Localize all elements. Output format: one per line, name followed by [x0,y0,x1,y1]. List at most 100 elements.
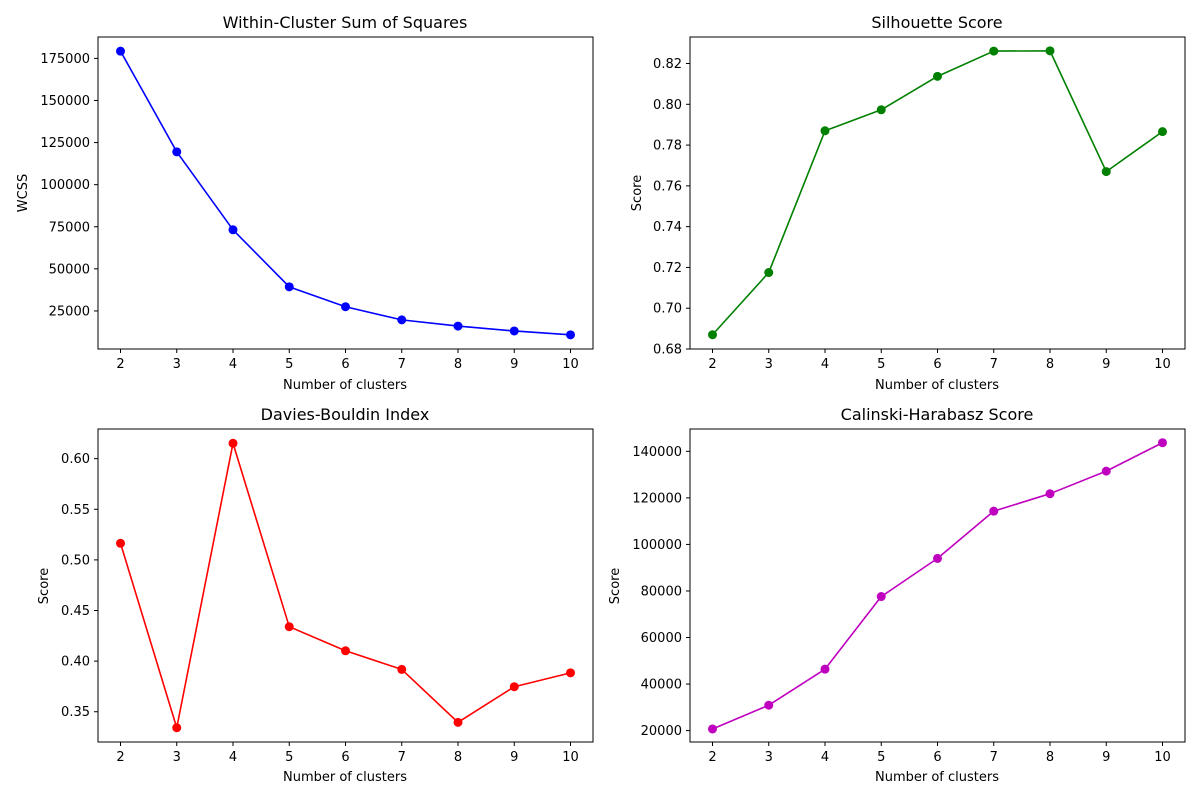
data-point [397,664,407,674]
y-tick-label: 25000 [49,304,90,319]
data-point [1045,46,1055,56]
x-tick-label: 7 [990,357,998,372]
data-point [989,46,999,56]
y-tick-label: 0.76 [653,179,682,194]
x-tick-label: 5 [285,357,293,372]
y-tick-label: 0.82 [653,57,682,72]
y-axis-label: Score [608,568,623,604]
x-axis-label: Number of clusters [875,770,999,785]
x-tick-label: 7 [398,750,406,765]
data-point [1045,489,1055,499]
data-point [116,46,125,56]
data-point [820,664,830,674]
subplot-silhouette: Silhouette Score Number of clusters Scor… [630,13,1186,393]
subplot-davies-bouldin: Davies-Bouldin Index Number of clusters … [37,405,594,785]
chart-title: Calinski-Harabasz Score [841,405,1034,424]
x-tick-label: 3 [765,750,773,765]
x-tick-label: 2 [708,357,716,372]
x-tick-label: 6 [341,750,349,765]
x-tick-label: 4 [229,357,237,372]
x-tick-label: 4 [821,357,829,372]
axes-frame [97,428,594,743]
data-point [764,700,774,710]
y-tick-label: 0.80 [653,98,682,113]
data-point [566,330,575,340]
y-tick-label: 0.45 [61,604,90,619]
data-point [341,646,350,656]
y-tick-label: 100000 [40,178,90,193]
subplot-calinski-harabasz: Calinski-Harabasz Score Number of cluste… [608,405,1186,785]
y-tick-label: 0.35 [61,705,90,720]
data-point [284,622,294,632]
x-axis-label: Number of clusters [875,378,999,393]
x-tick-label: 9 [510,357,518,372]
y-tick-label: 50000 [49,262,90,277]
y-tick-label: 175000 [40,52,90,67]
x-tick-label: 6 [933,357,941,372]
y-tick-label: 0.72 [653,261,682,276]
data-point [708,330,717,340]
data-point [453,717,463,727]
y-axis-label: WCSS [16,174,31,212]
chart-title: Silhouette Score [871,13,1002,32]
data-point [708,724,717,734]
x-tick-label: 5 [285,750,293,765]
x-tick-label: 5 [877,750,885,765]
x-tick-label: 4 [821,750,829,765]
y-tick-label: 0.60 [61,452,90,467]
x-tick-label: 10 [562,357,579,372]
plot-area: 2 3 4 5 6 7 8 9 10 20000 40000 60000 80000 100000 1200… [632,428,1186,765]
data-point [1101,167,1111,177]
axes-frame [689,36,1186,350]
data-point [397,315,407,325]
x-tick-label: 6 [341,357,349,372]
x-tick-label: 3 [765,357,773,372]
x-tick-label: 10 [1154,750,1171,765]
data-point [228,438,238,448]
y-tick-label: 0.40 [61,655,90,670]
data-point [876,105,886,115]
y-tick-label: 0.68 [653,343,682,358]
x-tick-label: 8 [454,357,462,372]
x-tick-label: 3 [173,357,181,372]
x-tick-label: 10 [562,750,579,765]
x-tick-label: 2 [116,750,124,765]
data-point [933,553,942,563]
data-point [1158,127,1167,137]
data-point [341,302,350,312]
chart-title: Davies-Bouldin Index [261,405,430,424]
plot-area: 2 3 4 5 6 7 8 9 10 0.68 0.70 0.72 0.74 0.76 0.78 0.80 0.… [653,36,1186,372]
y-tick-label: 40000 [641,678,682,693]
x-tick-label: 2 [708,750,716,765]
data-point [116,538,125,548]
data-point [509,682,519,692]
y-tick-label: 140000 [632,445,682,460]
x-tick-label: 8 [454,750,462,765]
x-tick-label: 2 [116,357,124,372]
subplot-wcss: Within-Cluster Sum of Squares Number of … [16,13,594,393]
y-tick-label: 120000 [632,491,682,506]
data-point [820,126,830,136]
y-tick-label: 125000 [40,136,90,151]
data-point [1101,466,1111,476]
data-point [228,225,238,235]
y-tick-label: 100000 [632,538,682,553]
y-axis-label: Score [37,568,52,604]
y-tick-label: 75000 [49,220,90,235]
y-tick-label: 0.78 [653,139,682,154]
y-tick-label: 80000 [641,584,682,599]
x-axis-label: Number of clusters [283,770,407,785]
data-point [284,282,294,292]
data-point [876,592,886,602]
x-tick-label: 3 [173,750,181,765]
data-point [933,71,942,81]
axes-frame [689,428,1186,743]
data-point [566,668,575,678]
x-tick-label: 5 [877,357,885,372]
y-tick-label: 20000 [641,724,682,739]
chart-title: Within-Cluster Sum of Squares [223,13,468,32]
y-tick-label: 0.50 [61,553,90,568]
plot-area: 2 3 4 5 6 7 8 9 10 25000 50000 75000 100000 125000 150… [40,36,594,372]
data-point [764,268,774,278]
